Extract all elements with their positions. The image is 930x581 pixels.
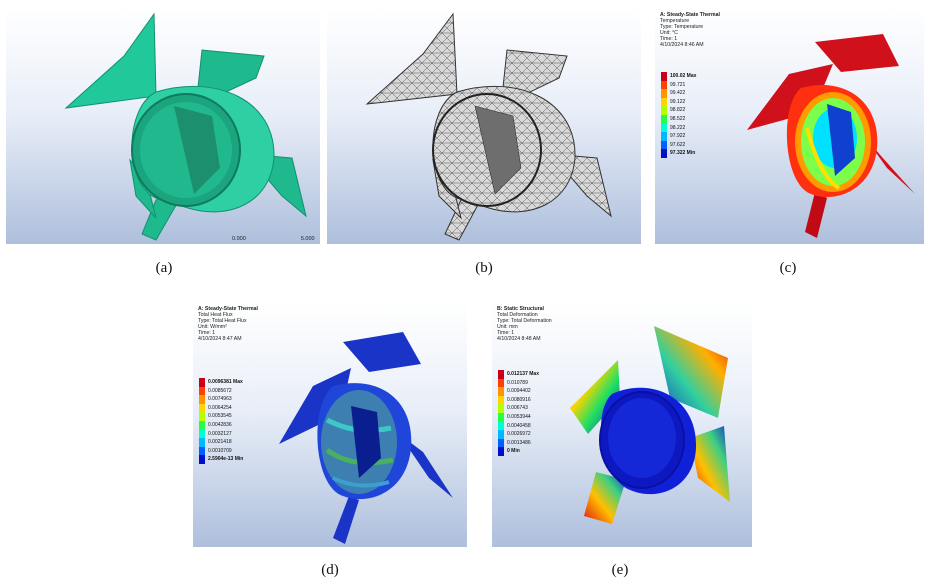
panel-c-temperature-view: A: Steady-State Thermal Temperature Type… xyxy=(655,8,924,244)
legend-label: 0.010789 xyxy=(507,379,528,386)
caption-b: (b) xyxy=(475,260,493,276)
caption-e: (e) xyxy=(611,562,629,578)
result-line: 4/10/2024 8:48 AM xyxy=(497,336,541,343)
legend-label: 2.5904e-13 Min xyxy=(208,456,244,463)
legend-label: 0.0042836 xyxy=(208,421,232,428)
legend-label: 0.0053944 xyxy=(507,413,531,420)
legend-label: 97.622 xyxy=(670,141,686,148)
legend-label: 0.0010709 xyxy=(208,447,232,454)
result-line: Temperature xyxy=(660,18,690,25)
result-line: Type: Total Heat Flux xyxy=(198,318,247,325)
legend-label: 97.322 Min xyxy=(670,150,696,157)
result-line: Time: 1 xyxy=(660,36,678,43)
legend-label: 100.02 Max xyxy=(670,73,697,79)
legend-label: 0.0026972 xyxy=(507,431,531,438)
result-title-c: A: Steady-State Thermal xyxy=(660,12,720,18)
result-line: Total Deformation xyxy=(497,312,538,319)
legend-label: 99.122 xyxy=(670,98,686,105)
legend-label: 99.721 xyxy=(670,81,686,88)
result-line: Unit: W/mm² xyxy=(198,324,227,331)
result-info-e: B: Static Structural Total Deformation T… xyxy=(497,306,552,343)
legend-label: 0 Min xyxy=(507,448,520,455)
result-line: Unit: mm xyxy=(497,324,518,331)
result-line: Time: 1 xyxy=(198,330,216,337)
legend-label: 0.0085672 xyxy=(208,387,232,394)
legend-label: 0.012137 Max xyxy=(507,371,539,377)
legend-label: 0.0053545 xyxy=(208,413,232,420)
panel-e-deformation-view: B: Static Structural Total Deformation T… xyxy=(492,302,752,547)
scale-bar: 0.000 5.000 xyxy=(232,236,315,242)
panel-b-mesh-view xyxy=(327,8,641,244)
result-line: Type: Temperature xyxy=(660,24,704,31)
result-info-d: A: Steady-State Thermal Total Heat Flux … xyxy=(198,306,258,343)
legend-label: 99.422 xyxy=(670,90,686,97)
result-line: Time: 1 xyxy=(497,330,515,337)
panel-a-geometry-view: 0.000 5.000 xyxy=(6,8,320,244)
result-line: Total Heat Flux xyxy=(198,312,233,319)
legend-label: 97.922 xyxy=(670,133,686,140)
fan-geometry-model xyxy=(64,12,307,241)
caption-d: (d) xyxy=(321,562,339,578)
legend-label: 0.0096381 Max xyxy=(208,379,243,385)
result-info-c: A: Steady-State Thermal Temperature Type… xyxy=(660,12,720,49)
legend-label: 0.0064254 xyxy=(208,404,232,411)
legend-label: 0.0074963 xyxy=(208,396,232,403)
result-line: 4/10/2024 8:46 AM xyxy=(660,42,704,49)
legend-label: 0.0040458 xyxy=(507,422,531,429)
legend-label: 98.522 xyxy=(670,115,686,122)
result-line: 4/10/2024 8:47 AM xyxy=(198,336,242,343)
result-line: Unit: °C xyxy=(660,30,678,37)
panel-d-heat-flux-view: A: Steady-State Thermal Total Heat Flux … xyxy=(193,302,467,547)
result-line: Type: Total Deformation xyxy=(497,318,552,325)
legend-label: 0.0080916 xyxy=(507,396,531,403)
legend-label: 0.0013486 xyxy=(507,439,531,446)
legend-label: 98.822 xyxy=(670,107,686,114)
scale-bar-start: 0.000 xyxy=(232,236,246,242)
legend-label: 0.006743 xyxy=(507,405,528,412)
result-title-d: A: Steady-State Thermal xyxy=(198,306,258,312)
legend-label: 0.0021418 xyxy=(208,439,232,446)
result-title-e: B: Static Structural xyxy=(497,306,544,312)
caption-a: (a) xyxy=(155,260,173,276)
legend-label: 98.222 xyxy=(670,124,686,131)
fan-mesh-model xyxy=(365,12,612,241)
caption-c: (c) xyxy=(779,260,797,276)
legend-label: 0.0032127 xyxy=(208,430,232,437)
scale-bar-end: 5.000 xyxy=(300,236,315,242)
legend-label: 0.0094402 xyxy=(507,388,531,395)
